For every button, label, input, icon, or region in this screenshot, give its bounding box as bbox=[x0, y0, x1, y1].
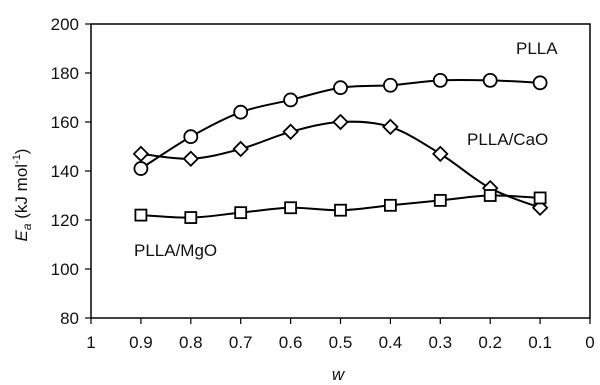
data-point-plla-cao-0-6 bbox=[282, 123, 299, 141]
data-point-plla-cao-0-8 bbox=[182, 150, 200, 168]
data-point-plla-0-5 bbox=[333, 80, 348, 96]
x-tick-label-0-3: 0.3 bbox=[428, 333, 452, 352]
data-point-plla-mgo-0-2 bbox=[483, 189, 497, 202]
plot-frame bbox=[90, 23, 591, 319]
data-point-plla-mgo-0-1 bbox=[533, 191, 547, 205]
y-tick-label-120: 120 bbox=[51, 211, 79, 230]
x-tick-label-0-9: 0.9 bbox=[129, 333, 153, 352]
data-point-plla-cao-0-5 bbox=[332, 113, 349, 131]
x-tick-label-0-4: 0.4 bbox=[379, 333, 403, 352]
x-tick-label-0-1: 0.1 bbox=[528, 333, 552, 352]
y-tick-label-100: 100 bbox=[51, 260, 79, 279]
y-tick-label-160: 160 bbox=[51, 113, 79, 132]
series-label-plla: PLLA bbox=[516, 39, 558, 58]
data-point-plla-cao-0-9 bbox=[132, 145, 150, 163]
x-tick-label-0-6: 0.6 bbox=[279, 333, 303, 352]
data-point-plla-0-2 bbox=[482, 72, 498, 88]
data-point-plla-0-6 bbox=[283, 92, 299, 108]
series-labels: PLLA PLLA/CaO PLLA/MgO bbox=[134, 39, 558, 260]
y-tick-label-80: 80 bbox=[60, 309, 79, 328]
data-point-plla-cao-0-4 bbox=[382, 118, 399, 136]
x-tick-label-0: 0 bbox=[585, 333, 594, 352]
x-tick-label-1: 1 bbox=[86, 333, 95, 352]
data-point-plla-0-7 bbox=[233, 104, 249, 120]
x-tick-label-0-8: 0.8 bbox=[179, 333, 203, 352]
series-label-plla-cao: PLLA/CaO bbox=[467, 130, 548, 149]
data-point-plla-mgo-0-5 bbox=[334, 203, 347, 217]
data-point-plla-0-3 bbox=[432, 72, 448, 88]
data-point-plla-mgo-0-4 bbox=[383, 198, 397, 212]
y-axis-title-unit-end: ) bbox=[12, 149, 31, 155]
y-tick-label-200: 200 bbox=[51, 15, 79, 34]
y-tick-label-180: 180 bbox=[51, 64, 79, 83]
data-point-plla-mgo-0-9 bbox=[134, 208, 148, 222]
y-tick-label-140: 140 bbox=[51, 162, 79, 181]
series-markers bbox=[132, 72, 549, 224]
x-tick-label-0-2: 0.2 bbox=[478, 333, 502, 352]
x-tick-label-0-5: 0.5 bbox=[329, 333, 353, 352]
data-point-plla-0-9 bbox=[133, 161, 149, 176]
y-axis-title: Ea (kJ mol-1) bbox=[11, 149, 34, 242]
y-axis-title-main: E bbox=[12, 229, 31, 241]
axes: 80 100 120 140 160 180 200 1 0.9 0.8 0.7 0.6 0.5 0.4 0… bbox=[51, 15, 595, 352]
data-point-plla-0-4 bbox=[382, 77, 398, 93]
data-point-plla-cao-0-3 bbox=[432, 145, 449, 163]
x-axis-title: w bbox=[332, 365, 346, 384]
y-axis-title-unit-sup: -1 bbox=[11, 154, 23, 164]
data-point-plla-cao-0-7 bbox=[232, 140, 249, 158]
x-tick-label-0-7: 0.7 bbox=[229, 333, 253, 352]
y-axis-title-sub: a bbox=[20, 223, 34, 230]
data-point-plla-mgo-0-8 bbox=[184, 211, 198, 224]
data-point-plla-0-8 bbox=[183, 129, 199, 145]
data-point-plla-mgo-0-6 bbox=[284, 201, 298, 215]
data-point-plla-0-1 bbox=[532, 75, 548, 91]
series-label-plla-mgo: PLLA/MgO bbox=[134, 241, 217, 260]
y-axis-title-unit: (kJ mol bbox=[12, 164, 31, 224]
data-point-plla-mgo-0-7 bbox=[234, 206, 248, 220]
data-point-plla-mgo-0-3 bbox=[433, 193, 447, 207]
